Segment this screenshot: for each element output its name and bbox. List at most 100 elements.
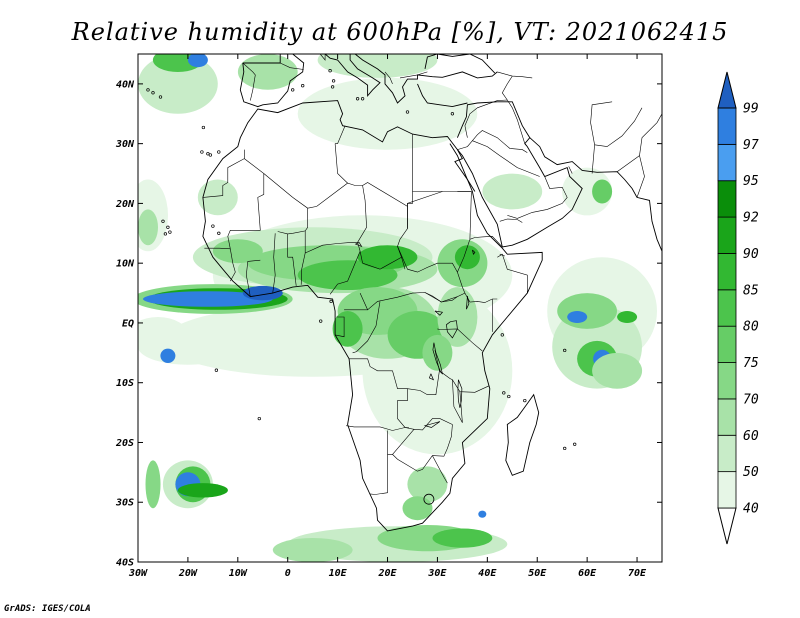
island-outline bbox=[158, 95, 163, 99]
humidity-patch bbox=[592, 179, 613, 204]
humidity-patch bbox=[567, 311, 588, 323]
country-border bbox=[399, 71, 428, 79]
island-outline bbox=[146, 88, 150, 92]
country-border bbox=[424, 292, 458, 303]
country-border bbox=[501, 75, 513, 101]
country-border bbox=[348, 358, 415, 430]
humidity-patch bbox=[138, 209, 158, 246]
y-tick-label: 40N bbox=[116, 79, 135, 90]
island-outline bbox=[500, 333, 504, 337]
country-border bbox=[407, 370, 440, 396]
colorbar-segment bbox=[717, 325, 737, 363]
humidity-patch bbox=[557, 293, 617, 329]
colorbar-label: 92 bbox=[743, 211, 759, 226]
humidity-patch bbox=[432, 528, 493, 548]
country-border bbox=[469, 235, 503, 248]
lake-outline bbox=[446, 320, 458, 339]
island-outline bbox=[328, 69, 332, 73]
colorbar-label: 80 bbox=[743, 320, 759, 335]
x-tick-label: 50E bbox=[528, 568, 547, 579]
country-border bbox=[227, 158, 265, 249]
island-outline bbox=[563, 446, 567, 451]
country-border bbox=[245, 259, 261, 297]
country-border bbox=[263, 173, 309, 235]
country-border bbox=[335, 316, 345, 338]
country-border bbox=[370, 430, 388, 495]
country-border bbox=[384, 71, 393, 85]
lake-outline bbox=[354, 241, 363, 248]
humidity-patch bbox=[592, 352, 643, 389]
colorbar-label: 97 bbox=[743, 138, 759, 153]
africa-coastline bbox=[202, 100, 543, 532]
colorbar-label: 70 bbox=[743, 392, 759, 407]
iberia-coastline bbox=[239, 54, 305, 108]
country-border bbox=[204, 247, 231, 250]
island-outline bbox=[331, 79, 336, 83]
y-tick-label: 40S bbox=[116, 558, 134, 569]
italy-coastline bbox=[324, 54, 381, 98]
country-border bbox=[329, 251, 361, 295]
country-border bbox=[202, 149, 245, 198]
humidity-patch bbox=[212, 239, 263, 264]
humidity-patch bbox=[422, 334, 453, 371]
humidity-patch bbox=[197, 179, 238, 216]
x-tick-label: 20E bbox=[377, 568, 397, 579]
y-tick-label: 20S bbox=[115, 438, 134, 449]
island-outline bbox=[151, 91, 155, 95]
country-border bbox=[457, 239, 471, 273]
lake-outline bbox=[457, 379, 463, 408]
balkans-coastline bbox=[354, 54, 498, 104]
country-border bbox=[362, 256, 402, 270]
colorbar-segment bbox=[717, 180, 737, 218]
y-tick-label: 10N bbox=[116, 259, 135, 270]
humidity-patch bbox=[357, 245, 418, 270]
x-tick-label: 60E bbox=[578, 568, 597, 579]
country-border bbox=[636, 155, 645, 198]
humidity-patch bbox=[478, 510, 487, 518]
x-tick-label: 30W bbox=[128, 568, 148, 579]
country-border bbox=[616, 113, 662, 172]
colorbar: 40 50 60 70 75 80 85 90 92 95 97 99 bbox=[717, 71, 759, 545]
country-border bbox=[568, 166, 573, 174]
island-outline bbox=[206, 152, 210, 156]
humidity-patch bbox=[617, 311, 638, 323]
x-tick-label: 30E bbox=[427, 568, 447, 579]
island-outline bbox=[563, 348, 567, 353]
humidity-patch bbox=[272, 538, 353, 562]
country-border bbox=[457, 130, 528, 153]
x-tick-label: 20W bbox=[178, 568, 198, 579]
colorbar-segment bbox=[717, 253, 737, 291]
x-tick-label: 10W bbox=[229, 568, 248, 579]
lake-outline bbox=[472, 249, 476, 255]
colorbar-label: 75 bbox=[743, 356, 759, 371]
country-border bbox=[280, 62, 304, 70]
country-border bbox=[590, 101, 613, 174]
island-outline bbox=[217, 231, 221, 235]
country-border bbox=[242, 62, 256, 101]
humidity-patch bbox=[407, 466, 448, 503]
colorbar-label: 40 bbox=[743, 502, 759, 517]
island-outline bbox=[301, 84, 305, 88]
country-border bbox=[355, 48, 368, 51]
y-tick-label: 10S bbox=[116, 378, 134, 389]
colorbar-segment bbox=[717, 471, 737, 509]
colorbar-label: 50 bbox=[743, 465, 759, 480]
country-border bbox=[287, 233, 297, 286]
humidity-patch bbox=[482, 173, 543, 210]
island-outline bbox=[200, 150, 204, 154]
country-border bbox=[499, 218, 523, 223]
humidity-patch bbox=[387, 101, 468, 138]
lake-outline bbox=[432, 342, 443, 375]
country-border bbox=[230, 248, 236, 282]
island-outline bbox=[355, 97, 360, 101]
country-border bbox=[362, 182, 408, 207]
colorbar-top-triangle bbox=[717, 71, 737, 109]
humidity-patch bbox=[177, 483, 228, 498]
island-outline bbox=[502, 391, 506, 395]
lake-outline bbox=[434, 310, 444, 316]
y-tick-label: 30N bbox=[115, 139, 135, 150]
country-border bbox=[319, 54, 326, 61]
island-outline bbox=[330, 85, 335, 89]
colorbar-label: 60 bbox=[743, 429, 759, 444]
colorbar-segment bbox=[717, 289, 737, 327]
